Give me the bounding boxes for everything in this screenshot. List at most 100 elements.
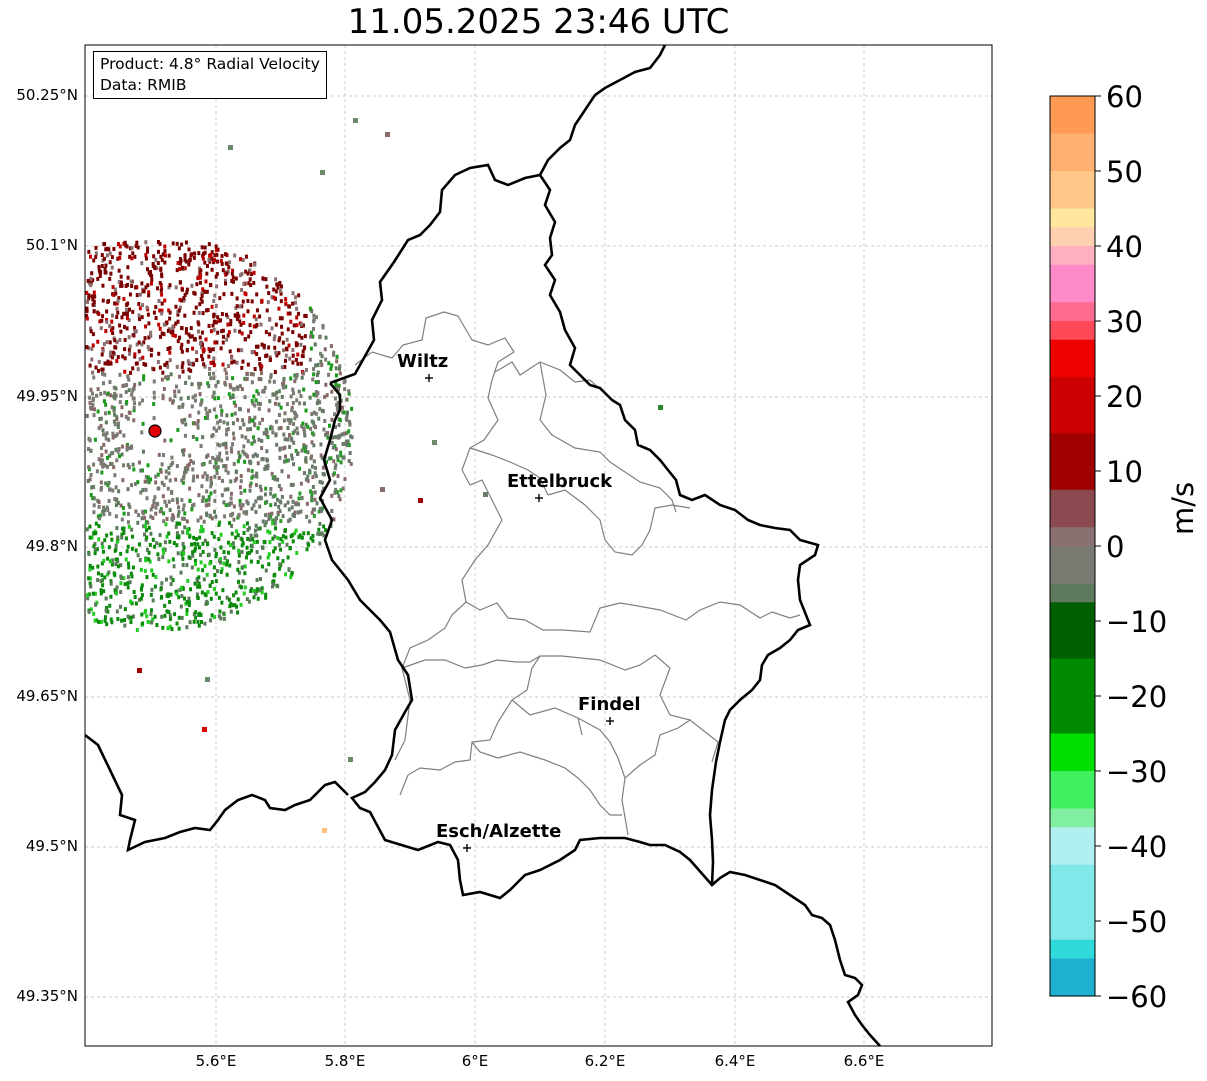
- velocity-pixel: [255, 351, 259, 356]
- velocity-pixel: [311, 538, 315, 543]
- velocity-pixel: [272, 573, 276, 578]
- velocity-pixel: [91, 297, 95, 302]
- velocity-pixel: [113, 572, 117, 577]
- velocity-pixel: [169, 462, 173, 467]
- velocity-pixel: [103, 241, 107, 246]
- velocity-pixel: [291, 360, 295, 365]
- velocity-pixel: [195, 537, 199, 542]
- velocity-pixel: [140, 315, 144, 320]
- velocity-pixel: [116, 299, 120, 304]
- velocity-pixel: [230, 449, 234, 454]
- velocity-pixel: [114, 514, 118, 519]
- velocity-pixel: [114, 503, 118, 508]
- velocity-pixel: [187, 555, 191, 560]
- velocity-pixel: [175, 268, 179, 273]
- velocity-pixel: [195, 282, 199, 287]
- velocity-pixel: [267, 512, 271, 517]
- isolated-echo: [320, 170, 325, 175]
- velocity-pixel: [96, 571, 100, 576]
- velocity-pixel: [133, 382, 137, 387]
- velocity-pixel: [216, 465, 220, 470]
- velocity-pixel: [197, 251, 201, 256]
- velocity-pixel: [277, 306, 281, 311]
- velocity-pixel: [114, 543, 118, 548]
- velocity-pixel: [195, 577, 199, 582]
- velocity-pixel: [105, 431, 109, 436]
- velocity-pixel: [320, 480, 324, 485]
- colorbar-segment: [1050, 752, 1095, 772]
- velocity-pixel: [226, 487, 230, 492]
- velocity-pixel: [306, 474, 310, 479]
- velocity-pixel: [174, 304, 178, 309]
- velocity-pixel: [292, 391, 296, 396]
- velocity-pixel: [132, 405, 136, 410]
- velocity-pixel: [341, 441, 345, 446]
- velocity-pixel: [284, 535, 288, 540]
- velocity-pixel: [212, 586, 216, 591]
- velocity-pixel: [343, 387, 347, 392]
- velocity-pixel: [208, 460, 212, 465]
- velocity-pixel: [109, 328, 113, 333]
- velocity-pixel: [188, 453, 192, 458]
- velocity-pixel: [317, 416, 321, 421]
- velocity-pixel: [185, 611, 189, 616]
- velocity-pixel: [344, 439, 348, 444]
- velocity-pixel: [245, 545, 249, 550]
- colorbar-segment: [1050, 321, 1095, 341]
- velocity-pixel: [101, 464, 105, 469]
- velocity-pixel: [167, 531, 171, 536]
- velocity-pixel: [295, 342, 299, 347]
- velocity-pixel: [146, 246, 150, 251]
- velocity-pixel: [176, 309, 180, 314]
- velocity-pixel: [90, 271, 94, 276]
- velocity-pixel: [189, 253, 193, 258]
- velocity-pixel: [227, 540, 231, 545]
- colorbar-segment: [1050, 208, 1095, 228]
- velocity-pixel: [193, 562, 197, 567]
- velocity-pixel: [210, 613, 214, 618]
- velocity-pixel: [118, 337, 122, 342]
- velocity-pixel: [119, 280, 123, 285]
- velocity-pixel: [315, 401, 319, 406]
- velocity-pixel: [274, 289, 278, 294]
- velocity-pixel: [250, 441, 254, 446]
- velocity-pixel: [177, 405, 181, 410]
- velocity-pixel: [174, 524, 178, 529]
- velocity-pixel: [131, 462, 135, 467]
- velocity-pixel: [202, 519, 206, 524]
- product-info-box: Product: 4.8° Radial Velocity Data: RMIB: [93, 51, 327, 99]
- colorbar-segment: [1050, 939, 1095, 960]
- velocity-pixel: [241, 418, 245, 423]
- velocity-pixel: [253, 452, 257, 457]
- velocity-pixel: [146, 249, 150, 254]
- velocity-pixel: [248, 537, 252, 542]
- velocity-pixel: [193, 558, 197, 563]
- velocity-pixel: [211, 455, 215, 460]
- velocity-pixel: [207, 502, 211, 507]
- colorbar-segment: [1050, 358, 1095, 378]
- velocity-pixel: [196, 329, 200, 334]
- velocity-pixel: [176, 319, 180, 324]
- velocity-pixel: [198, 341, 202, 346]
- velocity-pixel: [115, 340, 119, 345]
- velocity-pixel: [101, 583, 105, 588]
- velocity-pixel: [240, 272, 244, 277]
- velocity-pixel: [252, 588, 256, 593]
- velocity-pixel: [100, 352, 104, 357]
- velocity-pixel: [205, 572, 209, 577]
- velocity-pixel: [248, 461, 252, 466]
- lon-tick: 6.2°E: [584, 1052, 626, 1070]
- velocity-pixel: [150, 277, 154, 282]
- velocity-pixel: [160, 301, 164, 306]
- velocity-pixel: [213, 253, 217, 258]
- velocity-pixel: [159, 587, 163, 592]
- velocity-pixel: [248, 483, 252, 488]
- velocity-pixel: [167, 499, 171, 504]
- velocity-pixel: [244, 555, 248, 560]
- velocity-pixel: [108, 340, 112, 345]
- velocity-pixel: [245, 551, 249, 556]
- velocity-pixel: [233, 603, 237, 608]
- velocity-pixel: [98, 319, 102, 324]
- velocity-pixel: [262, 344, 266, 349]
- velocity-pixel: [254, 398, 258, 403]
